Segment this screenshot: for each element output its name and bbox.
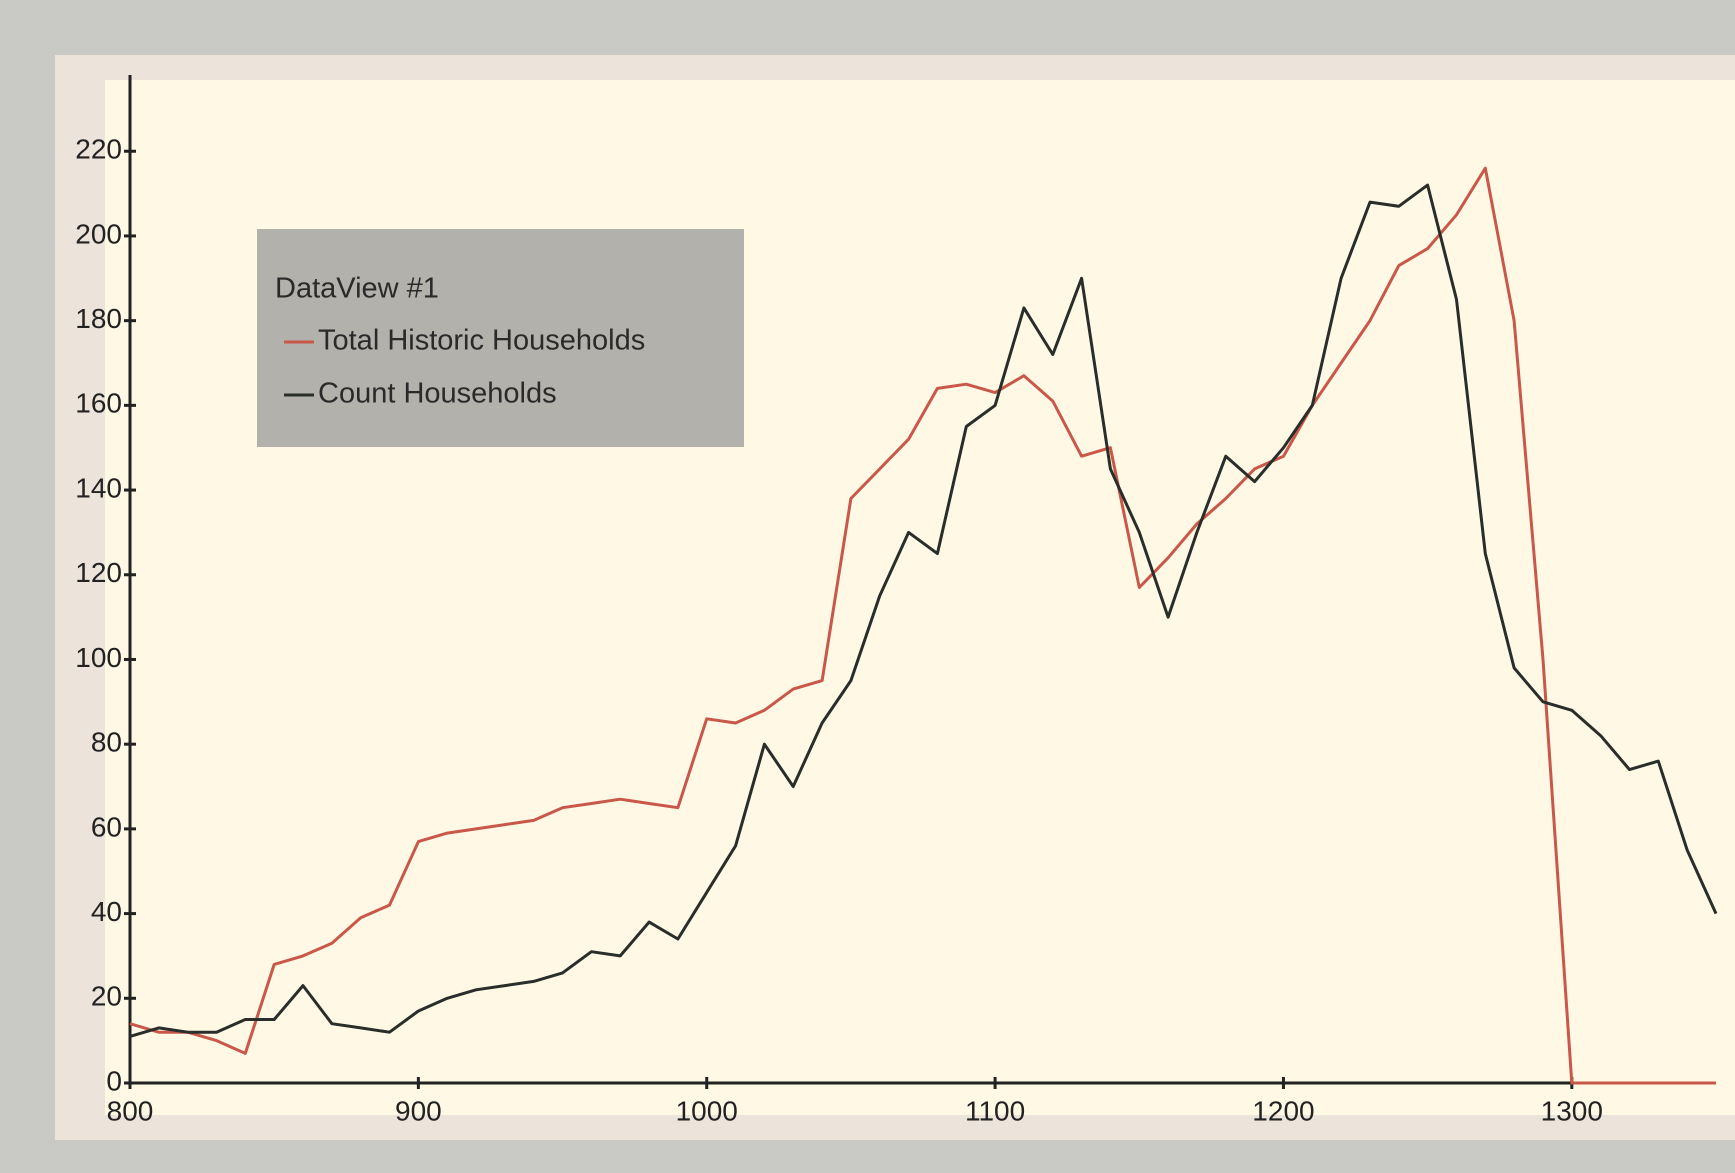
y-tick-label: 220 [75,134,122,165]
y-tick-label: 80 [91,727,122,758]
y-tick-label: 60 [91,811,122,842]
y-tick-label: 40 [91,896,122,927]
series-line [129,183,1718,1038]
x-tick-label: 1200 [1252,1095,1314,1126]
series-line [129,166,1716,1085]
x-tick-label: 1300 [1541,1095,1603,1126]
x-tick-label: 800 [107,1095,154,1126]
y-tick-label: 180 [75,303,122,334]
axes: 0 20 40 60 80 100 120 140 160 180 200 220 800 900 1000… [75,75,1716,1126]
x-tick-label: 1000 [676,1095,738,1126]
legend-box [257,229,744,447]
legend-title: DataView #1 [275,273,439,305]
x-tick-label: 1100 [965,1095,1025,1126]
legend: DataView #1 Total Historic Households Cou… [257,229,744,447]
y-tick-label: 0 [106,1065,122,1096]
x-tick-label: 900 [395,1095,442,1126]
y-tick-label: 120 [75,557,122,588]
y-tick-label: 160 [75,388,122,419]
legend-label: Total Historic Households [318,325,645,357]
legend-label: Count Households [318,378,557,410]
y-tick-label: 20 [91,981,122,1012]
y-tick-label: 140 [75,472,122,503]
y-tick-label: 100 [75,642,122,673]
y-tick-label: 200 [75,218,122,249]
lines [129,166,1718,1085]
